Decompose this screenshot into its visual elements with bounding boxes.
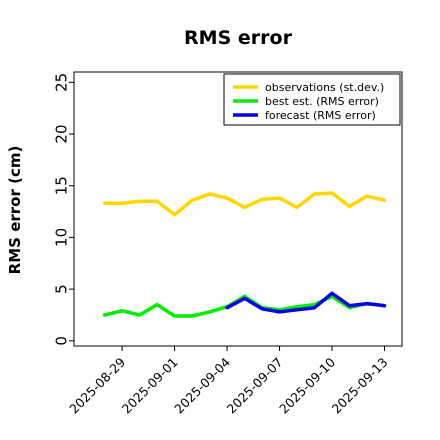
series-line-forecast: [225, 291, 387, 314]
series-line-best-est: [102, 294, 387, 318]
y-tick-label: 10: [52, 228, 70, 247]
legend: observations (st.dev.) best est. (RMS er…: [223, 73, 401, 126]
series-lines: [102, 191, 387, 318]
series-line-observations: [102, 191, 387, 217]
y-axis-label: RMS error (cm): [6, 146, 24, 275]
y-tick-label: 25: [52, 73, 70, 92]
x-axis: 2025-08-292025-09-012025-09-042025-09-07…: [66, 346, 391, 417]
y-tick-label: 20: [52, 124, 70, 143]
y-axis: 0 5 10 15 20 25: [52, 73, 74, 346]
legend-label-best-est: best est. (RMS error): [265, 95, 379, 108]
y-tick-label: 0: [52, 336, 70, 346]
chart-title: RMS error: [184, 27, 293, 49]
legend-label-observations: observations (st.dev.): [265, 81, 384, 94]
y-tick-label: 5: [52, 284, 70, 294]
plot-frame: [73, 71, 403, 347]
legend-label-forecast: forecast (RMS error): [265, 109, 376, 122]
y-tick-label: 15: [52, 176, 70, 195]
x-tick-label: 2025-09-13: [329, 355, 391, 417]
